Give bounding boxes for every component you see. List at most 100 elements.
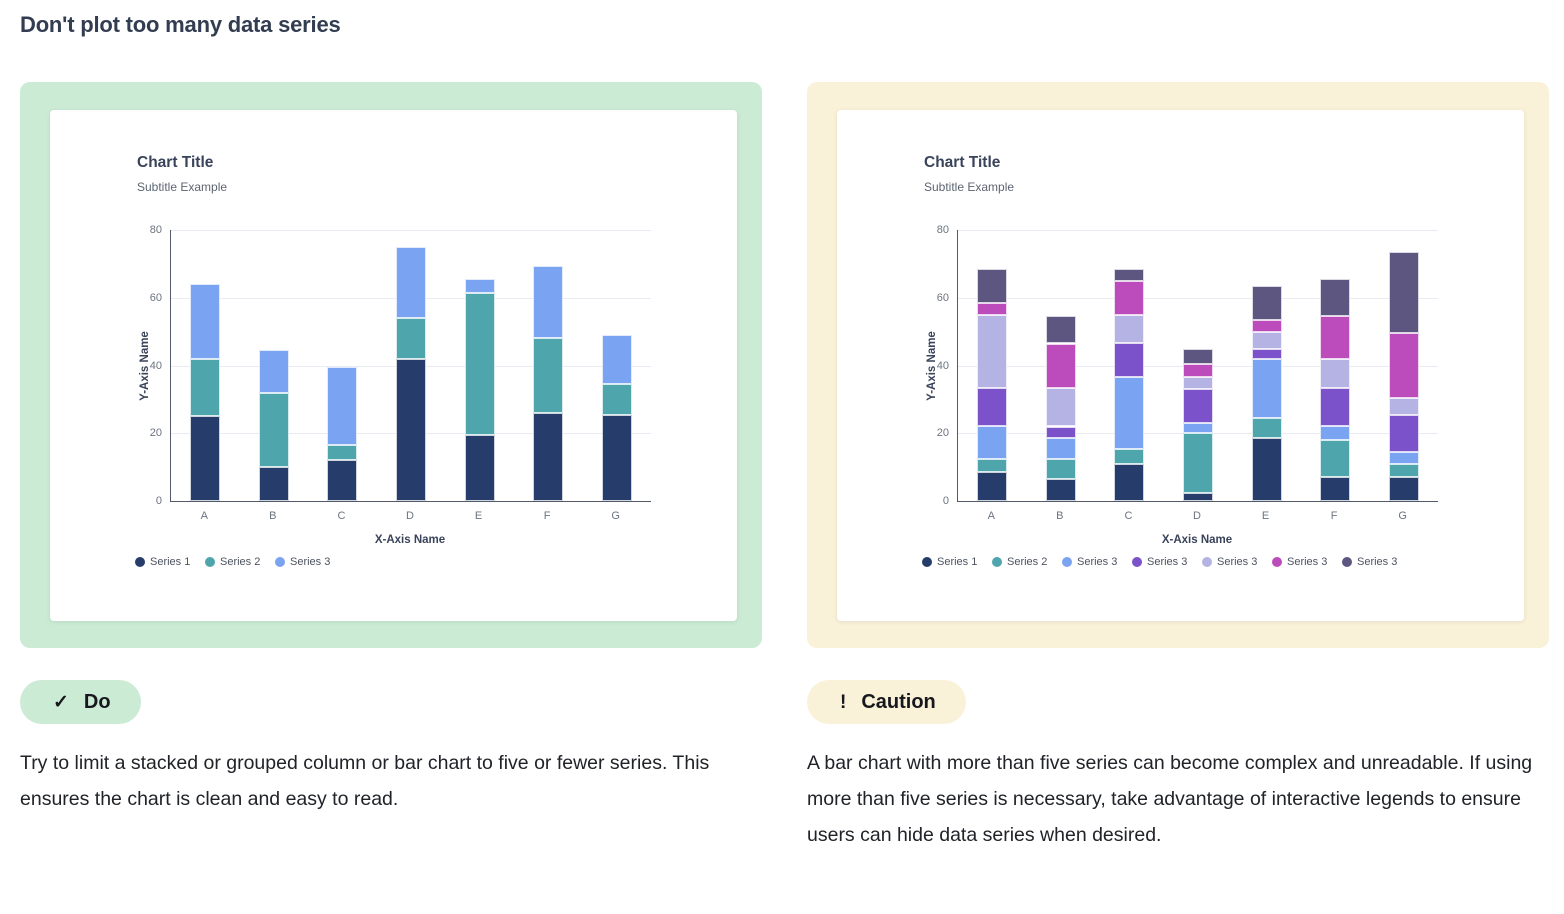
legend-item: Series 3 — [1202, 556, 1263, 568]
chart-title: Chart Title — [924, 154, 1001, 171]
x-tick-label: D — [1193, 510, 1201, 522]
x-tick-label: B — [1056, 510, 1064, 522]
legend-item: Series 3 — [1342, 556, 1403, 568]
bar-segment — [327, 445, 358, 461]
legend-swatch — [992, 557, 1002, 567]
bar-segment — [190, 358, 221, 417]
bar-segment — [1320, 440, 1351, 478]
legend-swatch — [1062, 557, 1072, 567]
bar-segment — [1114, 377, 1145, 449]
x-tick-label: C — [1124, 510, 1133, 522]
legend-swatch — [1272, 557, 1282, 567]
bar-segment — [601, 384, 632, 415]
comparison-columns: Chart Title Subtitle Example 0 20 40 60 80 A B C D… — [20, 82, 1549, 853]
page-title: Don't plot too many data series — [20, 12, 341, 37]
x-tick-label: B — [269, 510, 277, 522]
legend-swatch — [922, 557, 932, 567]
x-tick-label: G — [1398, 510, 1407, 522]
bar-segment — [1183, 348, 1213, 364]
bar-segment — [1320, 316, 1351, 359]
bar-segment — [977, 426, 1008, 459]
caution-description: A bar chart with more than five series c… — [807, 752, 1533, 846]
bar-segment — [396, 246, 426, 319]
legend-label: Series 3 — [290, 556, 331, 568]
x-tick-label: D — [406, 510, 414, 522]
bar-segment — [327, 460, 358, 501]
bar-segment — [977, 268, 1008, 303]
legend-label: Series 2 — [1007, 556, 1048, 568]
chart-subtitle: Subtitle Example — [924, 180, 1015, 194]
check-icon: ✓ — [53, 691, 69, 713]
y-tick-label: 20 — [149, 427, 162, 440]
do-section: Chart Title Subtitle Example 0 20 40 60 80 A B C D… — [20, 82, 762, 853]
bar-segment — [601, 335, 632, 385]
bar-segment — [601, 414, 632, 501]
caution-chart-panel: Chart Title Subtitle Example 0 20 40 60 80 A B C D… — [837, 110, 1524, 621]
legend-item: Series 2 — [205, 556, 266, 568]
caution-badge-label: Caution — [861, 690, 936, 713]
legend-label: Series 3 — [1217, 556, 1258, 568]
bar-segment — [258, 467, 289, 501]
legend-label: Series 3 — [1357, 556, 1398, 568]
bar-segment — [1388, 463, 1419, 478]
x-tick-label: G — [611, 510, 620, 522]
y-axis-label: Y-Axis Name — [139, 330, 151, 401]
bar-segment — [1388, 414, 1419, 452]
bar-segment — [977, 387, 1008, 427]
x-tick-label: F — [1330, 510, 1338, 522]
y-tick-label: 0 — [155, 495, 162, 507]
legend-label: Series 1 — [937, 556, 978, 568]
bar-segment — [977, 302, 1008, 315]
bar-segment — [1045, 438, 1076, 459]
bar-segment — [1183, 433, 1213, 493]
bar-segment — [1388, 252, 1419, 334]
legend-item: Series 1 — [135, 556, 196, 568]
caution-example-card: Chart Title Subtitle Example 0 20 40 60 80 A B C D… — [807, 82, 1549, 648]
x-tick-label: F — [543, 510, 551, 522]
y-tick-label: 60 — [149, 291, 162, 304]
legend-item: Series 3 — [1062, 556, 1123, 568]
exclamation-icon: ! — [840, 691, 847, 713]
bar-segment — [1251, 418, 1282, 439]
y-tick-label: 80 — [149, 224, 162, 236]
x-tick-label: A — [987, 510, 995, 522]
bar-segment — [1114, 280, 1145, 315]
legend-item: Series 3 — [1132, 556, 1193, 568]
bar-segment — [190, 284, 221, 359]
bar-segment — [464, 292, 495, 435]
x-tick-label: A — [200, 510, 208, 522]
legend-label: Series 3 — [1147, 556, 1188, 568]
legend: Series 1 Series 2 Series 3 — [135, 556, 336, 568]
bar-segment — [1114, 343, 1145, 378]
bar-segment — [1320, 387, 1351, 427]
bar-segment — [977, 472, 1008, 501]
x-tick-label: E — [474, 510, 483, 522]
bar-segment — [258, 392, 289, 468]
x-tick-label: C — [337, 510, 346, 522]
bar-segment — [1251, 331, 1282, 349]
x-tick-label: E — [1261, 510, 1270, 522]
plot-area — [957, 230, 1438, 502]
legend-item: Series 3 — [275, 556, 336, 568]
bar-segment — [533, 338, 564, 413]
bar-segment — [258, 350, 289, 393]
bar-segment — [1045, 458, 1076, 479]
bar-segment — [1251, 348, 1282, 359]
chart-title: Chart Title — [137, 154, 214, 171]
y-axis-label: Y-Axis Name — [926, 330, 938, 401]
bar-segment — [1045, 343, 1076, 388]
bar-segment — [1045, 387, 1076, 427]
y-tick-label: 40 — [149, 359, 162, 372]
bar-segment — [1320, 426, 1351, 441]
bar-segment — [1183, 423, 1213, 434]
bar-segment — [1251, 358, 1282, 419]
bar-segment — [464, 434, 495, 501]
legend-swatch — [135, 557, 145, 567]
bar-segment — [1114, 268, 1145, 281]
do-badge-label: Do — [83, 690, 111, 713]
gridline — [958, 297, 1438, 299]
y-tick-label: 0 — [942, 495, 949, 507]
legend: Series 1 Series 2 Series 3 Series 3 Series 3… — [922, 556, 1403, 568]
legend-swatch — [205, 557, 215, 567]
bar-segment — [1320, 279, 1351, 317]
